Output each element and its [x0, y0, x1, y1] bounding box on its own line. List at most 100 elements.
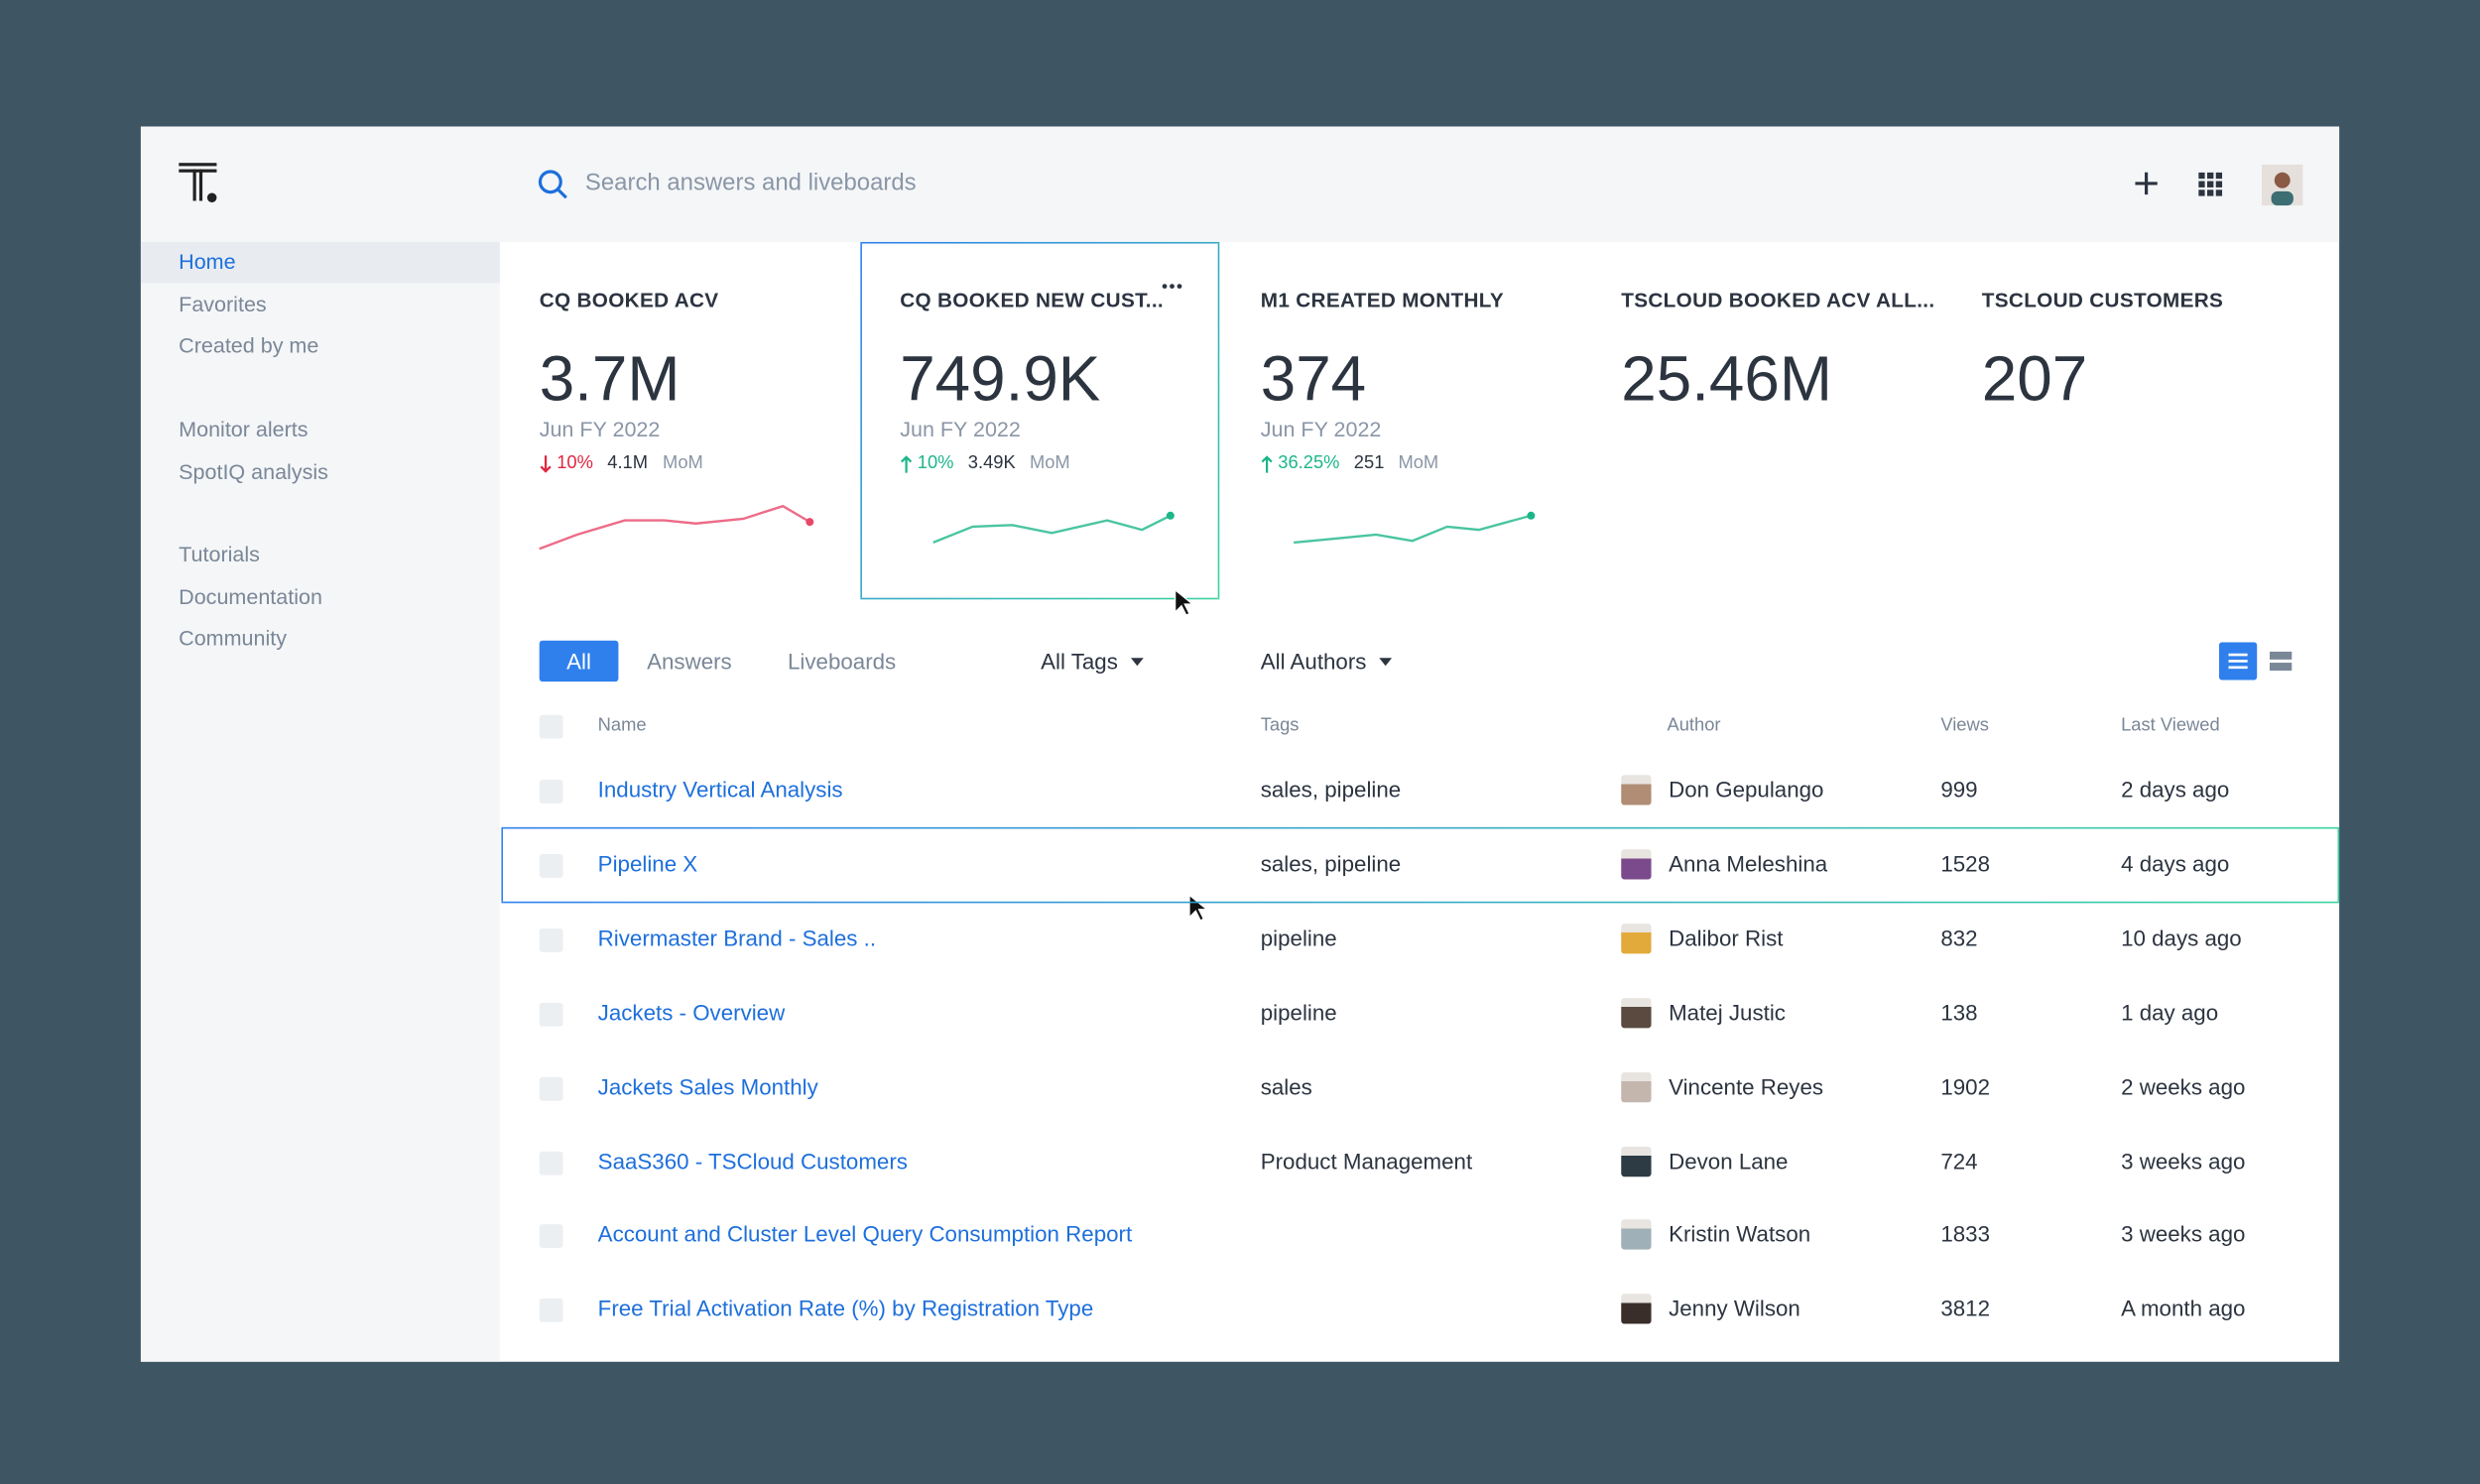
search-icon [538, 170, 567, 199]
nav-item[interactable]: Favorites [179, 292, 267, 316]
row-checkbox[interactable] [539, 928, 563, 952]
apps-button[interactable] [2198, 172, 2223, 196]
kpi-period: Jun FY 2022 [1260, 417, 1382, 441]
user-avatar[interactable] [2261, 164, 2303, 206]
tab[interactable]: All [566, 648, 591, 675]
column-header: Tags [1260, 716, 1300, 736]
kpi-period: Jun FY 2022 [539, 417, 661, 441]
nav-item[interactable]: Created by me [179, 333, 319, 358]
kpi-period: Jun FY 2022 [900, 417, 1021, 441]
item-name[interactable]: Industry Vertical Analysis [597, 776, 843, 803]
item-tags: Product Management [1260, 1147, 1473, 1174]
item-last-viewed: 3 weeks ago [2121, 1147, 2246, 1174]
sparkline [1294, 514, 1532, 545]
filter-dropdown[interactable]: All Authors [1260, 648, 1367, 675]
item-name[interactable]: Jackets Sales Monthly [597, 1072, 818, 1099]
item-name[interactable]: SaaS360 - TSCloud Customers [597, 1147, 908, 1174]
item-last-viewed: A month ago [2121, 1296, 2246, 1321]
kpi-change: 10% [917, 453, 954, 473]
search-input[interactable]: Search answers and liveboards [584, 169, 917, 196]
column-header: Name [597, 716, 647, 736]
item-name[interactable]: Pipeline X [597, 850, 698, 877]
kpi-previous: 251 [1353, 453, 1385, 473]
row-checkbox[interactable] [539, 1002, 563, 1027]
item-author: Kristin Watson [1669, 1221, 1811, 1248]
sparkline [539, 504, 810, 551]
kpi-previous: 3.49K [967, 453, 1016, 473]
dropdown-caret [1130, 658, 1144, 667]
kpi-comparison: MoM [1398, 453, 1439, 473]
view-toggle[interactable] [2218, 642, 2295, 680]
add-button[interactable] [2134, 171, 2160, 196]
nav-item[interactable]: Tutorials [179, 542, 260, 566]
app-window: Home Favorites Created by me Monitor alerts… [140, 126, 2340, 1362]
row-checkbox[interactable] [539, 1076, 563, 1101]
row-checkbox[interactable] [539, 1224, 563, 1249]
author-avatar [1621, 1219, 1652, 1251]
item-author: Jenny Wilson [1669, 1296, 1800, 1321]
item-views: 3812 [1940, 1296, 1991, 1321]
author-avatar [1621, 849, 1652, 880]
item-views: 999 [1940, 776, 1978, 803]
item-name[interactable]: Rivermaster Brand - Sales .. [597, 925, 877, 950]
row-checkbox[interactable] [539, 853, 563, 878]
trend-arrow [540, 455, 552, 473]
nav-item[interactable]: Community [179, 626, 288, 651]
trend-arrow [901, 455, 913, 473]
more-button[interactable] [1161, 283, 1183, 290]
nav-item[interactable]: Monitor alerts [179, 417, 309, 441]
kpi-title: CQ BOOKED ACV [539, 288, 719, 312]
kpi-previous: 4.1M [607, 453, 649, 473]
item-views: 1902 [1940, 1072, 1991, 1099]
nav-item[interactable]: SpotIQ analysis [179, 459, 328, 484]
item-views: 724 [1940, 1147, 1978, 1174]
header-checkbox[interactable] [539, 714, 563, 739]
kpi-comparison: MoM [1029, 453, 1070, 473]
item-last-viewed: 10 days ago [2121, 925, 2242, 950]
author-avatar [1621, 997, 1652, 1028]
row-checkbox[interactable] [539, 780, 563, 804]
item-views: 1528 [1940, 850, 1991, 877]
item-name[interactable]: Jackets - Overview [597, 999, 786, 1025]
trend-arrow [1261, 455, 1273, 473]
nav-item[interactable]: Documentation [179, 584, 322, 609]
kpi-value: 207 [1981, 344, 2088, 415]
item-author: Vincente Reyes [1669, 1072, 1824, 1099]
kpi-value: 3.7M [539, 344, 681, 415]
dropdown-caret [1379, 658, 1393, 667]
kpi-change: 10% [557, 453, 593, 473]
item-author: Matej Justic [1669, 999, 1786, 1025]
nav-item[interactable]: Home [179, 249, 236, 274]
kpi-title: CQ BOOKED NEW CUST... [900, 288, 1165, 312]
sparkline-dot [806, 518, 814, 527]
row-selected [501, 826, 2340, 904]
item-author: Don Gepulango [1669, 776, 1824, 803]
item-views: 138 [1940, 999, 1978, 1025]
item-author: Dalibor Rist [1669, 925, 1784, 950]
author-avatar [1621, 1294, 1652, 1324]
item-tags: pipeline [1260, 925, 1337, 950]
sidebar: Home Favorites Created by me Monitor alerts… [140, 126, 500, 1362]
item-views: 832 [1940, 925, 1978, 950]
item-last-viewed: 2 weeks ago [2121, 1072, 2246, 1099]
item-name[interactable]: Free Trial Activation Rate (%) by Regist… [597, 1296, 1094, 1321]
row-checkbox[interactable] [539, 1298, 563, 1323]
logo[interactable] [179, 162, 219, 206]
item-tags: sales, pipeline [1260, 776, 1402, 803]
tab[interactable]: Answers [647, 648, 732, 675]
row-checkbox[interactable] [539, 1150, 563, 1175]
author-avatar [1621, 775, 1652, 805]
tab[interactable]: Liveboards [788, 648, 897, 675]
kpi-value: 749.9K [900, 344, 1101, 415]
kpi-title: M1 CREATED MONTHLY [1260, 288, 1505, 312]
item-views: 1833 [1940, 1221, 1991, 1248]
filter-dropdown[interactable]: All Tags [1041, 648, 1118, 675]
tab-active-bg[interactable] [539, 640, 619, 682]
column-header: Views [1940, 716, 1989, 736]
author-avatar [1621, 923, 1652, 954]
author-avatar [1621, 1071, 1652, 1102]
item-tags: sales, pipeline [1260, 850, 1402, 877]
item-name[interactable]: Account and Cluster Level Query Consumpt… [597, 1221, 1133, 1248]
